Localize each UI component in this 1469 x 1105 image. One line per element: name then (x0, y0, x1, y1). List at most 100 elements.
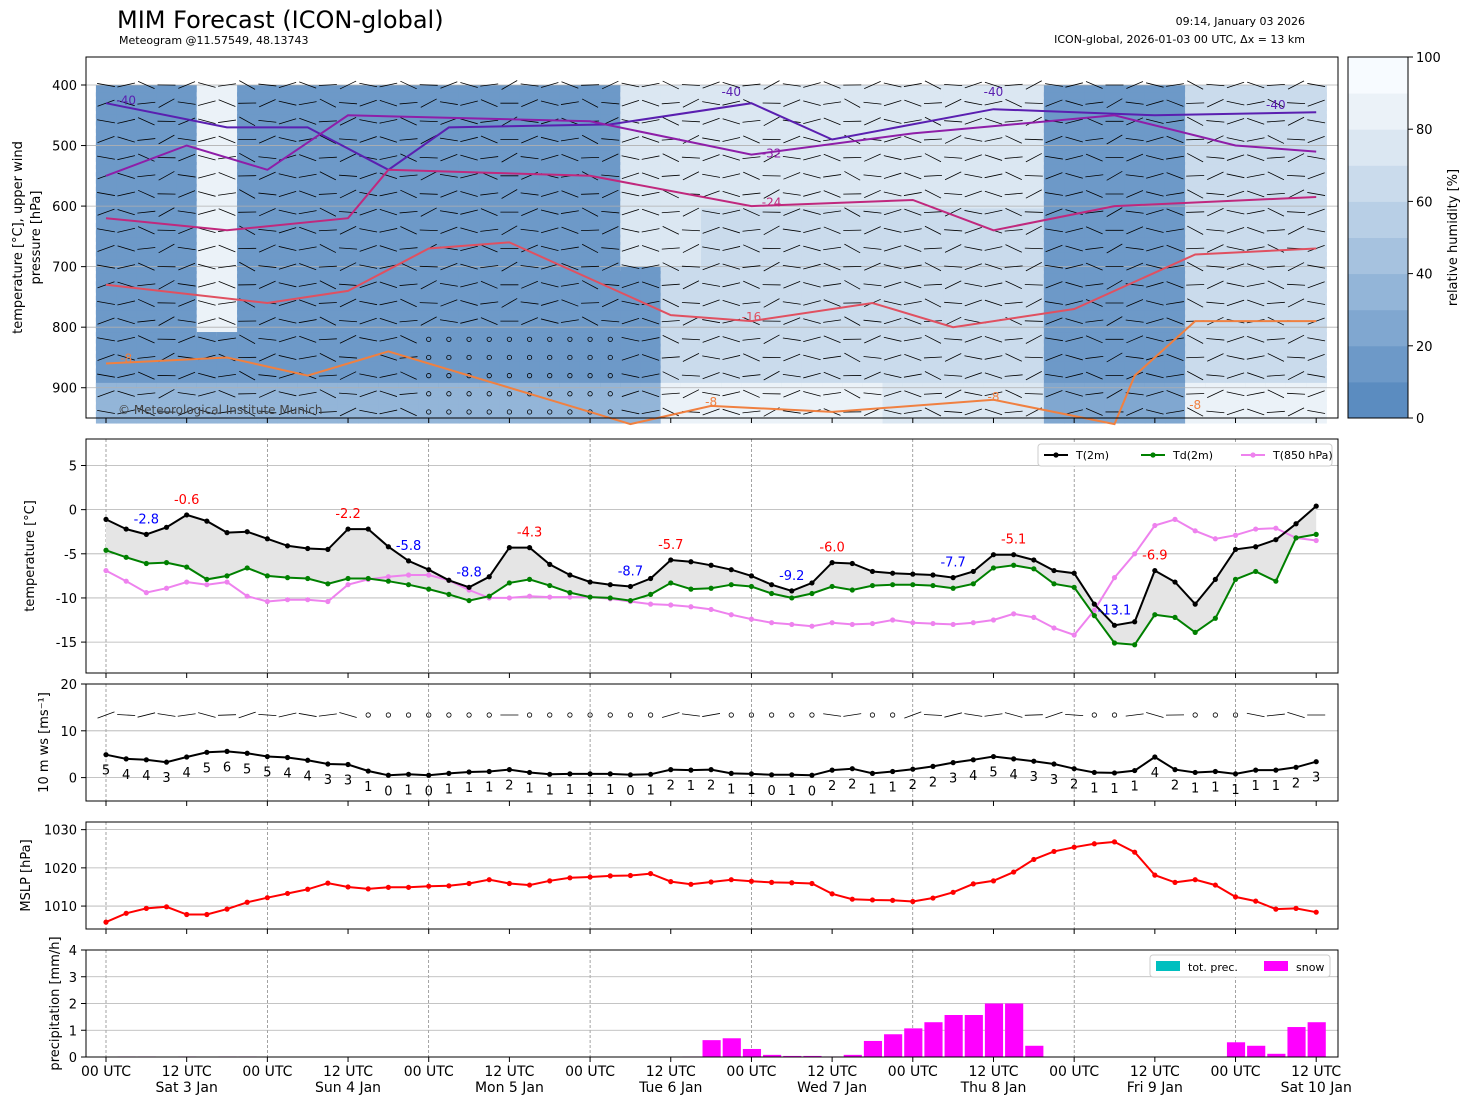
wind-barb (863, 319, 882, 323)
dewpoint-spread-area (106, 506, 1317, 645)
wind-barb (1085, 81, 1103, 89)
wind-barb (742, 374, 761, 377)
data-point (204, 582, 210, 588)
wind-barb (137, 319, 156, 323)
wind-barb (641, 245, 660, 252)
wind-barb (178, 153, 196, 162)
wind-barb (783, 281, 801, 289)
wind-barb (117, 281, 135, 288)
data-point (890, 617, 896, 623)
wind-barb (923, 174, 942, 177)
data-point (1192, 769, 1198, 776)
data-point (809, 623, 815, 629)
data-point (345, 582, 351, 588)
calm-wind-circle (547, 336, 553, 342)
wind-barb (1085, 299, 1103, 307)
wind-barb (258, 228, 277, 232)
wind-barb (1045, 373, 1063, 378)
isotherm-label: -24 (762, 196, 782, 210)
wind-barb (883, 318, 902, 325)
wind-barb (1126, 408, 1144, 416)
wind-barb (904, 136, 922, 143)
wind-barb (823, 101, 842, 105)
data-point (1232, 576, 1239, 583)
wind-barb (984, 118, 1003, 125)
wind-barb (1247, 154, 1265, 161)
wind-barb (944, 207, 962, 217)
wind-barb (722, 137, 741, 142)
calm-wind-circle (526, 712, 533, 718)
wind-barb (904, 245, 922, 252)
wind-barb (299, 226, 317, 234)
y-tick-label: -5 (64, 548, 77, 563)
wind-barb (1267, 353, 1285, 362)
wind-barb (803, 154, 821, 161)
wind-barb (1146, 118, 1164, 124)
wind-barb (1247, 372, 1265, 379)
wind-barb (298, 355, 317, 360)
wind-barb (1126, 190, 1144, 198)
gust-value-label: 0 (626, 784, 634, 799)
wind-barb (1247, 335, 1265, 343)
wind-barb (682, 207, 700, 217)
x-tick-label: 00 UTC (565, 1064, 615, 1080)
x-axis: 00 UTC 12 UTC 00 UTC 12 UTC 00 UTC 12 UTC 00 U… (81, 418, 1352, 1096)
wind-barb (460, 118, 478, 125)
wind-barb (1187, 80, 1204, 90)
wind-barb (1085, 137, 1104, 141)
wind-barb (1166, 264, 1184, 269)
y-tick-label: 1020 (44, 862, 77, 877)
wind-barb (1187, 153, 1204, 163)
data-point (1212, 768, 1218, 775)
wind-barb (137, 262, 155, 271)
wind-barb (1106, 316, 1123, 326)
colorbar-band (1348, 201, 1408, 238)
data-point (305, 575, 311, 582)
wind-barb (803, 191, 821, 197)
wind-barb (137, 210, 156, 214)
data-point (1091, 607, 1097, 613)
wind-barb (319, 171, 337, 181)
wind-barb (1146, 712, 1164, 718)
wind-barb (137, 117, 155, 126)
wind-barb (137, 101, 156, 105)
extreme-annotation: -6.0 (819, 541, 844, 556)
data-point (446, 770, 452, 776)
panel-2-grid (105, 684, 1236, 801)
wind-barb (178, 335, 196, 344)
wind-barb (299, 117, 317, 125)
wind-barb (944, 374, 963, 377)
wind-barb (218, 244, 236, 253)
calm-wind-circle (1192, 712, 1198, 718)
wind-barb (944, 83, 963, 87)
calm-wind-circle (426, 409, 432, 415)
wind-barb (318, 713, 337, 717)
wind-barb (97, 208, 115, 216)
day-label: Sun 4 Jan (315, 1080, 381, 1096)
wind-barb (923, 392, 942, 395)
extreme-annotation: -8.8 (456, 565, 481, 580)
wind-barb (1024, 138, 1043, 141)
wind-barb (803, 227, 821, 234)
data-point (627, 872, 634, 879)
extreme-annotation: -13.1 (1098, 603, 1132, 618)
extreme-annotation: -9.2 (779, 569, 804, 584)
wind-barb (1187, 225, 1204, 235)
wind-barb (1287, 189, 1305, 199)
snow-bar (1025, 1045, 1044, 1057)
wind-barb (117, 155, 136, 161)
wind-barb (844, 171, 861, 181)
gust-value-label: 0 (425, 784, 433, 799)
wind-barb (137, 283, 156, 287)
wind-barb (621, 264, 640, 269)
data-point (647, 591, 654, 598)
wind-barb (339, 262, 357, 271)
wind-barb (722, 263, 740, 270)
wind-barb (158, 243, 175, 254)
wind-barb (661, 712, 680, 718)
wind-barb (1146, 172, 1164, 179)
wind-barb (239, 370, 256, 381)
wind-barb (379, 300, 398, 306)
